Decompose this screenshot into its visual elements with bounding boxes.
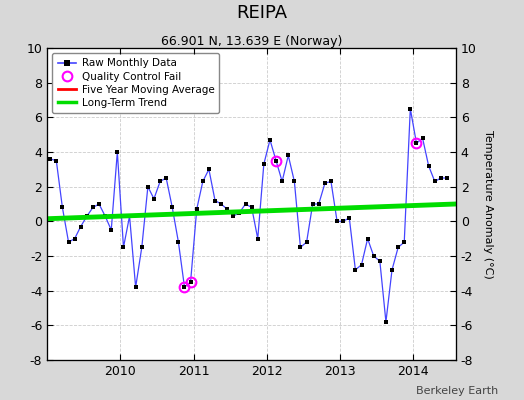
Y-axis label: Temperature Anomaly (°C): Temperature Anomaly (°C): [483, 130, 493, 278]
Text: Berkeley Earth: Berkeley Earth: [416, 386, 498, 396]
Legend: Raw Monthly Data, Quality Control Fail, Five Year Moving Average, Long-Term Tren: Raw Monthly Data, Quality Control Fail, …: [52, 53, 220, 113]
Text: REIPA: REIPA: [236, 4, 288, 22]
Title: 66.901 N, 13.639 E (Norway): 66.901 N, 13.639 E (Norway): [161, 35, 342, 48]
